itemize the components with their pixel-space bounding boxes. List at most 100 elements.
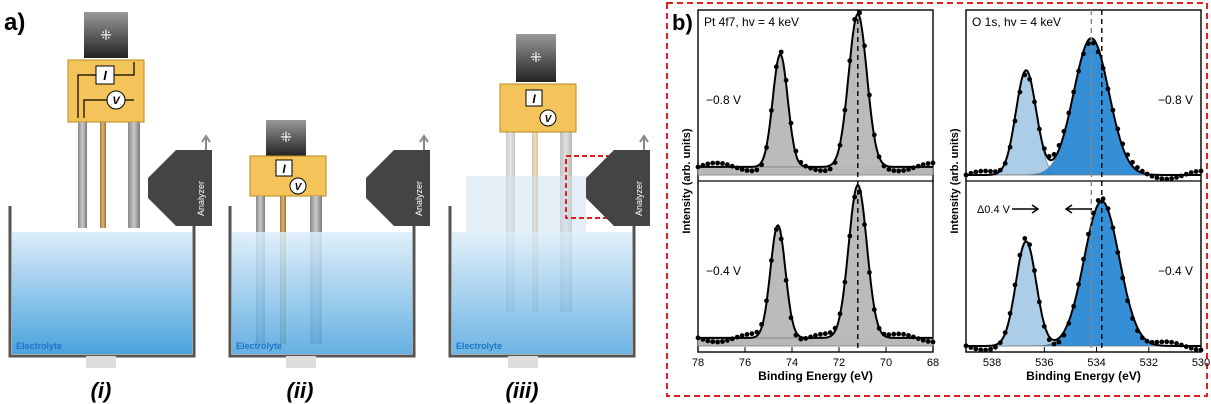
lift-bar [266, 120, 306, 156]
data-point [862, 222, 867, 228]
data-point [1081, 51, 1086, 57]
data-point [1012, 118, 1018, 124]
data-point [710, 160, 716, 166]
circuit-wires [77, 62, 135, 118]
data-point [1159, 176, 1165, 182]
electrolyte [12, 232, 192, 354]
current-label: I [103, 68, 107, 83]
data-point [876, 325, 882, 331]
data-point [1198, 168, 1204, 174]
data-point [1110, 107, 1116, 113]
analyzer-label: Analyzer [196, 181, 206, 216]
data-point [744, 332, 750, 337]
data-point [1154, 339, 1160, 345]
data-point [1154, 175, 1160, 181]
data-point [798, 159, 804, 165]
current-label: I [532, 92, 536, 106]
delta-label: Δ0.4 V [977, 204, 1011, 216]
electrolyte-label: Electrolyte [236, 341, 282, 351]
data-point [700, 337, 706, 342]
data-point [1002, 161, 1008, 166]
data-point [764, 298, 769, 304]
data-point [1017, 252, 1023, 258]
data-point [1164, 339, 1170, 345]
x-tick-label: 68 [927, 357, 939, 369]
data-point [978, 347, 984, 353]
x-tick-label: 78 [692, 357, 704, 369]
data-point [803, 163, 809, 169]
analyzer-label: Analyzer [414, 181, 424, 216]
counter-electrode [78, 122, 87, 228]
electrolyte [452, 232, 632, 354]
data-point [1002, 330, 1008, 335]
data-point [915, 336, 921, 341]
data-point [930, 339, 936, 345]
data-point [739, 167, 745, 172]
data-point [1056, 143, 1062, 148]
x-tick-label: 538 [983, 357, 1001, 369]
data-point [710, 339, 716, 345]
current-meter [275, 159, 293, 177]
data-point [764, 145, 769, 150]
beaker [448, 206, 636, 358]
data-point [1120, 275, 1126, 281]
data-point [1007, 311, 1013, 316]
analyzer: Analyzer [586, 134, 650, 226]
data-point [783, 77, 789, 83]
data-point [867, 270, 872, 275]
data-point [963, 343, 969, 349]
analyzer-output-icon [419, 134, 429, 150]
data-point [963, 172, 969, 178]
data-point [793, 148, 799, 154]
data-point [896, 331, 902, 337]
panel-a-label: a) [4, 9, 25, 36]
data-point [1037, 299, 1042, 305]
data-point [822, 168, 828, 174]
data-point [769, 108, 774, 113]
data-point [1105, 206, 1111, 212]
data-point [842, 279, 848, 285]
data-point [1086, 41, 1091, 47]
data-point [827, 166, 833, 172]
data-point [754, 167, 760, 173]
working-electrode [128, 122, 140, 228]
data-point [901, 168, 906, 173]
data-point [1135, 328, 1140, 334]
data-point [720, 161, 725, 166]
pump-port [508, 356, 538, 368]
peak-component [697, 224, 934, 347]
peak-component [697, 53, 934, 176]
data-point [1183, 344, 1189, 350]
data-point [1061, 128, 1067, 134]
data-point [1120, 141, 1126, 147]
panel-b-label: b) [672, 10, 693, 35]
data-point [1041, 324, 1047, 329]
data-point [988, 168, 993, 174]
data-point [720, 339, 725, 344]
data-point [754, 329, 760, 335]
data-point [837, 142, 843, 148]
series-label: −0.8 V [706, 93, 741, 107]
data-point [871, 307, 877, 312]
data-point [1071, 89, 1077, 95]
data-point [891, 168, 897, 174]
setup-iii: ⁜ I V Electrolyte (iii) Analyzer [448, 34, 650, 403]
data-point [749, 331, 755, 337]
series-label: −0.8 V [1158, 93, 1193, 107]
pump-port [286, 356, 316, 368]
data-point [842, 107, 848, 113]
data-point [1183, 171, 1189, 177]
data-point [1174, 341, 1179, 346]
data-point [881, 331, 887, 337]
data-point [852, 194, 858, 200]
data-point [871, 132, 877, 138]
emersed-film-band [466, 176, 586, 232]
data-point [749, 168, 755, 174]
data-point [886, 332, 892, 338]
data-point [818, 168, 823, 174]
data-point [1037, 126, 1042, 132]
data-point [997, 167, 1003, 173]
analyzer: Analyzer [366, 134, 430, 226]
data-point [1159, 339, 1165, 345]
